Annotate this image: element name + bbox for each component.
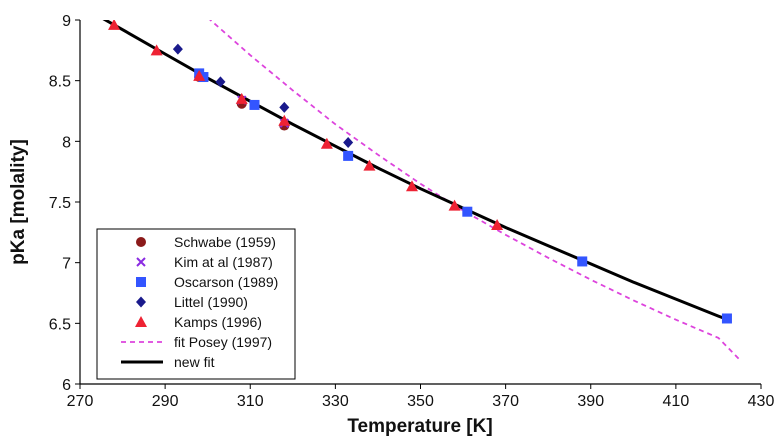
- legend-box: [96, 228, 296, 380]
- point-kamps-1996: [108, 20, 121, 30]
- point-kamps-1996: [363, 159, 376, 171]
- point-oscarson-1989: [343, 150, 354, 161]
- point-littel-1990: [215, 76, 226, 88]
- legend-label: Kim at al (1987): [174, 254, 273, 270]
- legend-label: fit Posey (1997): [174, 334, 272, 350]
- x-tick-label: 370: [492, 393, 519, 410]
- legend: Schwabe (1959) Kim at al (1987) Oscarson (…: [96, 228, 296, 380]
- point-oscarson-1989: [462, 206, 473, 217]
- point-oscarson-1989: [577, 256, 588, 267]
- legend-label: Schwabe (1959): [174, 234, 276, 250]
- series-line-new-fit: [102, 20, 732, 323]
- point-oscarson-1989: [249, 99, 260, 110]
- legend-swatch-kim-at-al-1987: [136, 257, 146, 267]
- y-tick-label: 8: [62, 134, 71, 151]
- y-tick-label: 6.5: [49, 316, 71, 333]
- x-tick-label: 290: [152, 393, 179, 410]
- point-kamps-1996: [405, 180, 418, 192]
- y-tick-label: 7: [62, 256, 71, 273]
- y-tick-label: 8.5: [49, 74, 71, 91]
- legend-swatch-kamps-1996: [135, 316, 147, 327]
- data-points: [108, 20, 732, 324]
- y-axis-ticks: 6 6.5 7 7.5 8 8.5 9: [49, 13, 80, 394]
- point-kamps-1996: [448, 199, 461, 211]
- legend-label: Littel (1990): [174, 294, 248, 310]
- y-tick-label: 9: [62, 13, 71, 30]
- x-tick-label: 350: [407, 393, 434, 410]
- point-kamps-1996: [278, 114, 291, 126]
- point-kamps-1996: [193, 69, 206, 81]
- legend-label: Kamps (1996): [174, 314, 262, 330]
- legend-label: new fit: [174, 354, 215, 370]
- x-axis-ticks: 270 290 310 330 350 370 390 410 430: [67, 384, 775, 410]
- point-oscarson-1989: [721, 313, 732, 324]
- point-littel-1990: [343, 137, 354, 149]
- y-tick-label: 6: [62, 377, 71, 394]
- legend-swatch-littel-1990: [136, 296, 146, 308]
- legend-label: Oscarson (1989): [174, 274, 278, 290]
- x-tick-label: 430: [748, 393, 775, 410]
- point-kamps-1996: [150, 44, 163, 56]
- y-axis-title: pKa [molality]: [8, 139, 29, 265]
- x-tick-label: 410: [663, 393, 690, 410]
- x-tick-label: 310: [237, 393, 264, 410]
- point-kamps-1996: [491, 219, 504, 231]
- x-axis-title: Temperature [K]: [347, 416, 492, 437]
- fit-lines: [102, 20, 741, 361]
- point-littel-1990: [172, 43, 183, 55]
- x-tick-label: 270: [67, 393, 94, 410]
- point-oscarson-1989: [198, 72, 209, 83]
- legend-swatch-oscarson-1989: [136, 277, 146, 287]
- series-line-fit-posey-1997: [209, 20, 741, 361]
- point-littel-1990: [279, 101, 290, 113]
- y-tick-label: 7.5: [49, 195, 71, 212]
- point-kamps-1996: [235, 92, 248, 104]
- point-kamps-1996: [320, 137, 333, 149]
- x-tick-label: 330: [322, 393, 349, 410]
- legend-swatch-schwabe-1959: [136, 237, 146, 247]
- x-tick-label: 390: [577, 393, 604, 410]
